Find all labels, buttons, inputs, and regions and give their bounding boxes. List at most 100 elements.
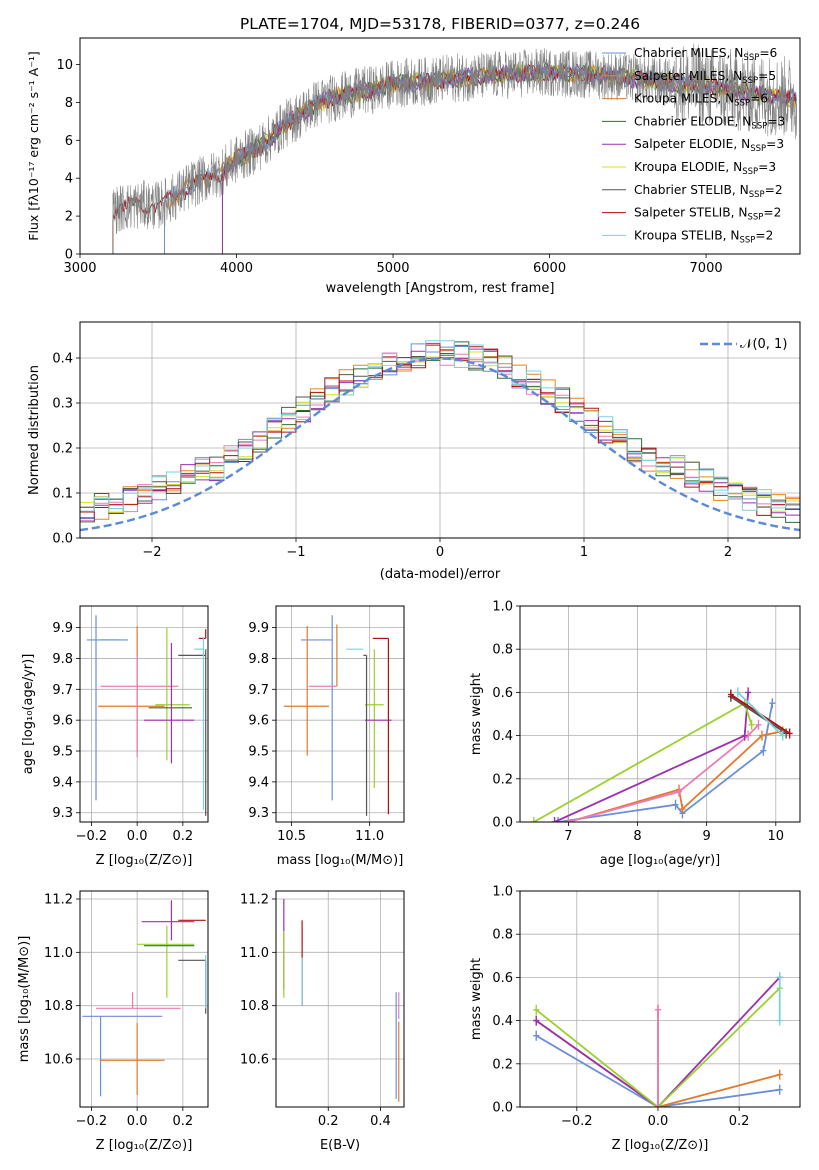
y-tick-label: 9.5	[248, 745, 269, 760]
mass-weight-series-line	[737, 691, 784, 737]
residual-hist-frame	[79, 321, 801, 539]
series-point-marker	[679, 804, 686, 815]
series-point-marker	[533, 1004, 540, 1015]
y-tick-label: 9.4	[248, 775, 269, 790]
mass-weight-vs-z-frame	[519, 890, 801, 1108]
x-tick-label: 2	[724, 545, 732, 560]
y-tick-label: 2	[65, 210, 73, 225]
y-tick-label: 0.2	[492, 772, 513, 787]
x-tick-label: 0.2	[173, 1114, 194, 1129]
residual-hist-plot-area	[80, 340, 800, 532]
x-tick-label: 10.5	[277, 829, 306, 844]
series-point-marker	[776, 1069, 783, 1080]
mass-weight-series-line	[533, 701, 753, 822]
y-axis-label: mass [log₁₀(M/M⊙)]	[17, 936, 32, 1063]
x-tick-label: 0.2	[318, 1114, 339, 1129]
series-point-marker	[654, 1004, 661, 1015]
residual-histogram-step	[80, 344, 800, 516]
mass-weight-series-line	[730, 695, 787, 735]
mass-weight-vs-z-plot-area	[533, 972, 783, 1107]
data-point-errorbar	[100, 1023, 165, 1095]
y-tick-label: 1.0	[492, 885, 513, 900]
mass-weight-vs-age-axes: 7 8 9 10 0.0 0.2 0.4 0.6 0.8 1.0 age [log₁₀(age/yr…	[469, 600, 801, 868]
residual-histogram-step	[80, 340, 800, 512]
mass-weight-vs-age-frame	[519, 605, 801, 823]
data-point-errorbar	[178, 649, 207, 816]
age-vs-mass-plot-area	[283, 615, 392, 816]
legend-entry-label: Kroupa STELIB, NSSP=2	[634, 228, 773, 245]
data-point-errorbar	[194, 636, 205, 810]
age-vs-mass-frame	[275, 605, 405, 823]
series-point-marker	[551, 817, 558, 822]
legend-entry-label: Kroupa ELODIE, NSSP=3	[634, 160, 776, 177]
residual-hist-axes: −2 −1 0 1 2 0.0 0.1 0.2 0.3 0.4 (data-model)/error…	[27, 321, 801, 582]
y-tick-label: 9.9	[248, 621, 269, 636]
y-axis-label: Flux [fλ10⁻¹⁷ erg cm⁻² s⁻¹ A⁻¹]	[26, 51, 41, 240]
x-tick-label: −0.2	[76, 1114, 108, 1129]
y-tick-label: 11.2	[240, 893, 269, 908]
legend-entry-label: Salpeter STELIB, NSSP=2	[634, 206, 781, 223]
y-tick-label: 9.3	[248, 806, 269, 821]
x-tick-label: 0	[436, 545, 444, 560]
x-axis-label: wavelength [Angstrom, rest frame]	[326, 281, 555, 296]
y-tick-label: 0.0	[52, 532, 73, 547]
x-tick-label: 7	[564, 829, 572, 844]
y-tick-label: 11.0	[240, 946, 269, 961]
mass-vs-z-axes: −0.2 0.0 0.2 10.6 10.8 11.0 11.2 Z [log₁₀(Z/Z⊙)…	[17, 890, 209, 1153]
data-point-errorbar	[364, 649, 384, 789]
y-tick-label: 0.6	[492, 971, 513, 986]
data-point-errorbar	[137, 925, 195, 998]
x-tick-label: 0.0	[127, 829, 148, 844]
y-tick-label: 6	[65, 134, 73, 149]
data-point-errorbar	[86, 615, 128, 801]
series-point-marker	[769, 698, 776, 709]
data-point-errorbar	[372, 637, 389, 815]
y-axis-label: age [log₁₀(age/yr)]	[21, 654, 36, 775]
y-tick-label: 10	[56, 58, 73, 73]
mass-vs-z-frame	[79, 890, 209, 1108]
series-point-marker	[755, 719, 762, 730]
x-tick-label: 3000	[63, 261, 96, 276]
y-tick-label: 10.6	[240, 1053, 269, 1068]
y-tick-label: 0.8	[492, 928, 513, 943]
x-tick-label: 6000	[533, 261, 566, 276]
y-tick-label: 1.0	[492, 600, 513, 615]
series-point-marker	[676, 786, 683, 797]
data-point-errorbar	[363, 654, 368, 816]
mass-vs-ebv-axes: 0.2 0.4 10.6 10.8 11.0 11.2 E(B-V)	[240, 890, 405, 1153]
series-point-marker	[776, 1015, 783, 1026]
x-tick-label: 5000	[376, 261, 409, 276]
data-point-errorbar	[96, 992, 181, 1009]
x-tick-label: 10	[768, 829, 785, 844]
series-point-marker	[533, 1030, 540, 1041]
series-point-marker	[741, 730, 748, 741]
series-point-marker	[760, 745, 767, 756]
y-tick-label: 9.3	[52, 806, 73, 821]
data-point-errorbar	[144, 643, 195, 764]
legend-entry-label: Salpeter MILES, NSSP=5	[634, 69, 776, 86]
mass-weight-series-line	[557, 703, 774, 822]
x-axis-label: Z [log₁₀(Z/Z⊙)]	[96, 1138, 193, 1153]
y-tick-label: 0.0	[492, 1101, 513, 1116]
x-tick-label: 11.0	[355, 829, 384, 844]
x-tick-label: 4000	[220, 261, 253, 276]
series-point-marker	[654, 1102, 661, 1107]
series-point-marker	[530, 817, 537, 822]
legend-entry-label: Chabrier STELIB, NSSP=2	[634, 183, 783, 200]
y-tick-label: 0.3	[52, 397, 73, 412]
y-tick-label: 0.0	[492, 816, 513, 831]
x-tick-label: −0.2	[76, 829, 108, 844]
data-point-errorbar	[283, 626, 330, 756]
age-vs-z-plot-area	[86, 615, 207, 816]
x-tick-label: 0.0	[127, 1114, 148, 1129]
mass-weight-vs-z-axes: −0.2 0.0 0.2 0.0 0.2 0.4 0.6 0.8 1.0 Z [log₁₀(Z/Z…	[469, 885, 801, 1153]
series-point-marker	[727, 689, 734, 700]
y-tick-label: 9.7	[52, 683, 73, 698]
y-axis-label: mass weight	[469, 673, 484, 755]
mass-vs-ebv-frame	[275, 890, 405, 1108]
series-point-marker	[533, 1015, 540, 1026]
y-tick-label: 0.2	[492, 1057, 513, 1072]
age-vs-z-frame	[79, 605, 209, 823]
x-tick-label: 0.2	[729, 1114, 750, 1129]
y-tick-label: 10.6	[44, 1053, 73, 1068]
